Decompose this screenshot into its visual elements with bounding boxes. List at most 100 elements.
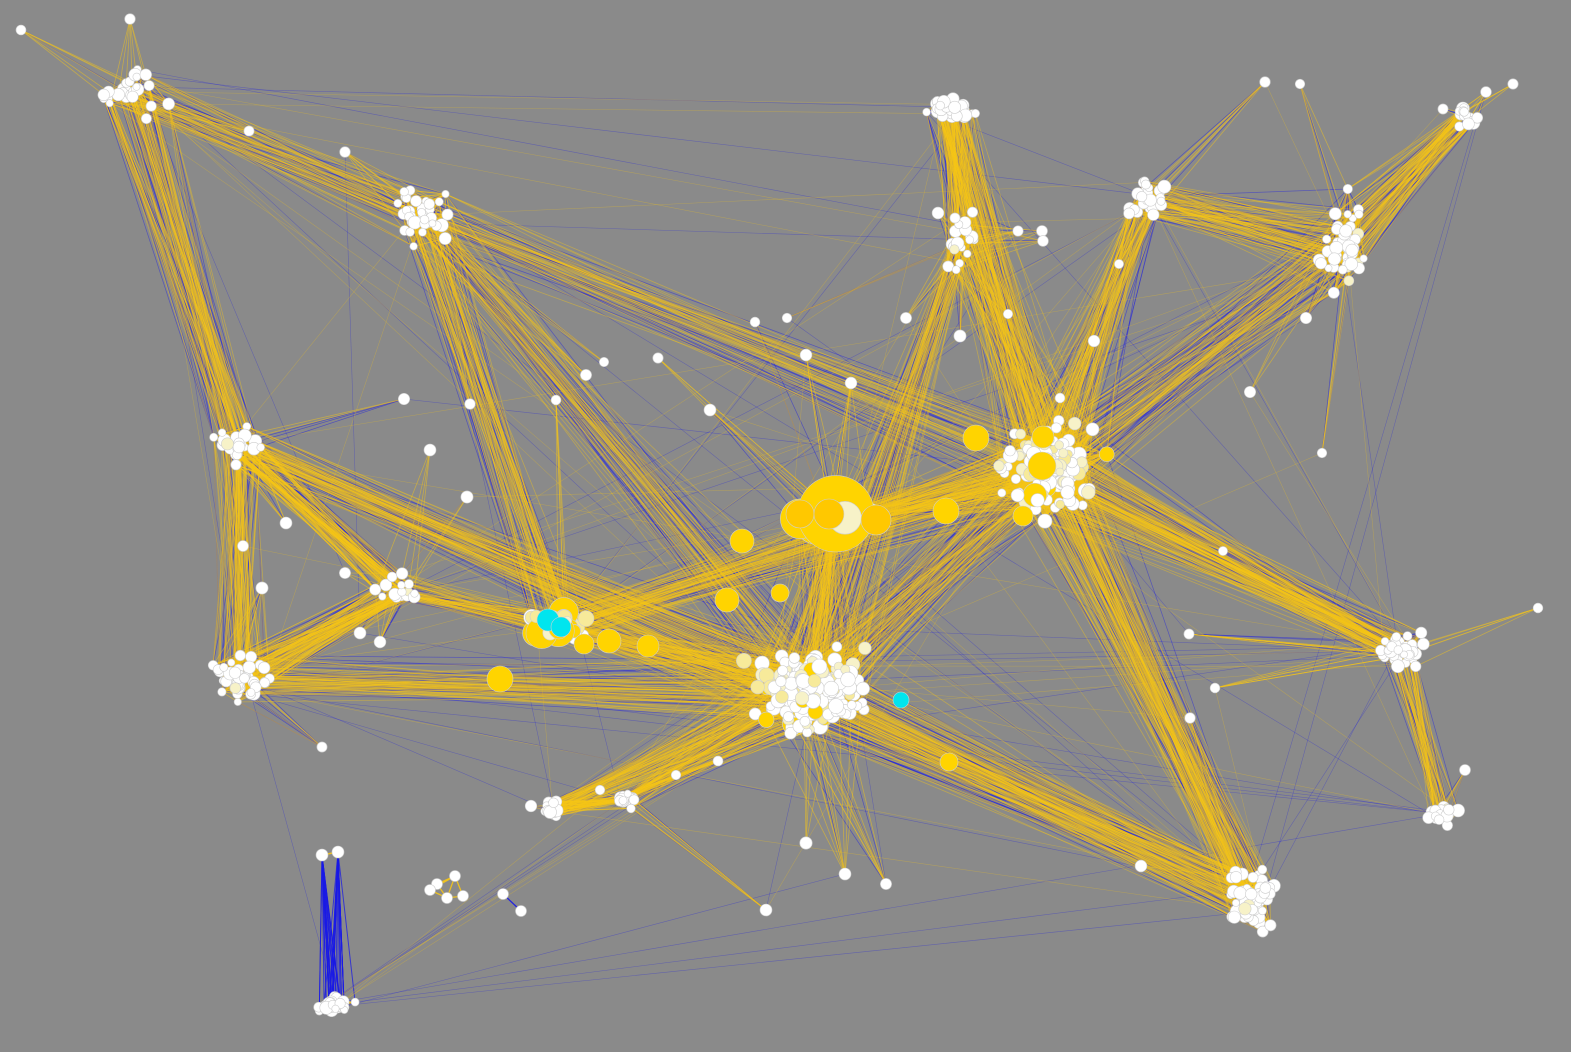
graph-node[interactable] (1055, 499, 1065, 510)
graph-node[interactable] (237, 540, 249, 552)
graph-node[interactable] (1443, 804, 1455, 816)
graph-node[interactable] (948, 100, 962, 114)
graph-node[interactable] (1114, 259, 1124, 269)
graph-node[interactable] (1402, 631, 1413, 641)
graph-node[interactable] (1462, 117, 1475, 131)
graph-node[interactable] (1099, 446, 1115, 462)
graph-node[interactable] (105, 99, 114, 108)
graph-node[interactable] (405, 227, 415, 237)
graph-node[interactable] (1327, 252, 1341, 266)
graph-node[interactable] (799, 348, 813, 362)
graph-node[interactable] (856, 681, 870, 696)
graph-node[interactable] (423, 198, 435, 210)
graph-node[interactable] (234, 649, 246, 662)
graph-node[interactable] (628, 794, 640, 806)
graph-node[interactable] (1532, 602, 1544, 614)
graph-node[interactable] (1259, 882, 1272, 894)
hub-node-gold[interactable] (1027, 451, 1057, 481)
graph-node[interactable] (1417, 637, 1430, 651)
graph-node[interactable] (1337, 264, 1348, 275)
graph-node[interactable] (1184, 712, 1196, 724)
graph-node[interactable] (900, 312, 912, 324)
graph-node[interactable] (1037, 513, 1053, 529)
graph-node[interactable] (935, 100, 945, 111)
graph-node[interactable] (794, 691, 809, 706)
graph-node[interactable] (221, 437, 234, 451)
graph-node[interactable] (373, 635, 387, 649)
graph-node[interactable] (844, 376, 858, 390)
graph-node[interactable] (397, 392, 410, 405)
graph-node[interactable] (777, 665, 788, 676)
graph-node[interactable] (246, 688, 256, 697)
graph-node[interactable] (245, 651, 257, 663)
graph-node[interactable] (1354, 209, 1364, 219)
graph-node[interactable] (393, 199, 403, 208)
hub-node-gold[interactable] (729, 528, 755, 554)
graph-node[interactable] (316, 741, 328, 753)
graph-node[interactable] (460, 490, 474, 504)
graph-node[interactable] (749, 316, 761, 328)
graph-node[interactable] (1183, 628, 1195, 640)
graph-node[interactable] (1343, 275, 1355, 287)
graph-node[interactable] (1068, 417, 1082, 431)
graph-node[interactable] (132, 72, 141, 81)
graph-node[interactable] (799, 836, 813, 850)
hub-node-gold[interactable] (714, 587, 740, 613)
graph-node[interactable] (1209, 682, 1221, 694)
graph-node[interactable] (256, 443, 265, 452)
graph-node[interactable] (162, 97, 175, 111)
hub-node-gold[interactable] (932, 497, 960, 525)
graph-node[interactable] (1393, 645, 1403, 655)
hub-node-gold[interactable] (636, 634, 660, 658)
graph-node[interactable] (339, 146, 351, 158)
graph-node[interactable] (239, 673, 250, 684)
graph-node[interactable] (464, 398, 476, 410)
graph-node[interactable] (847, 700, 857, 710)
graph-node[interactable] (1010, 473, 1021, 484)
graph-node[interactable] (838, 867, 852, 881)
highlighted-node-cyan[interactable] (550, 616, 572, 638)
graph-node[interactable] (434, 197, 444, 207)
graph-node[interactable] (1232, 899, 1240, 907)
hub-node-gold[interactable] (962, 424, 990, 452)
graph-node[interactable] (618, 796, 628, 805)
graph-node[interactable] (997, 488, 1007, 498)
graph-node[interactable] (441, 190, 450, 199)
graph-node[interactable] (1085, 422, 1100, 437)
graph-node[interactable] (1315, 257, 1328, 270)
graph-node[interactable] (227, 658, 236, 667)
graph-node[interactable] (1123, 207, 1135, 220)
graph-node[interactable] (457, 890, 469, 902)
graph-node[interactable] (331, 845, 345, 859)
graph-node[interactable] (1259, 76, 1271, 88)
hub-node-gold[interactable] (813, 498, 845, 530)
graph-node[interactable] (259, 677, 270, 688)
graph-node[interactable] (953, 329, 967, 343)
graph-node[interactable] (1459, 107, 1469, 117)
graph-node[interactable] (1156, 196, 1166, 206)
graph-node[interactable] (229, 682, 242, 694)
graph-node[interactable] (1437, 103, 1449, 115)
graph-node[interactable] (594, 784, 606, 796)
graph-node[interactable] (145, 100, 157, 112)
graph-node[interactable] (1238, 902, 1252, 916)
graph-node[interactable] (423, 443, 437, 457)
graph-node[interactable] (1300, 311, 1313, 324)
graph-node[interactable] (1380, 637, 1390, 646)
graph-node[interactable] (126, 90, 139, 103)
graph-node[interactable] (580, 369, 592, 381)
graph-node[interactable] (758, 711, 775, 728)
graph-node[interactable] (880, 878, 892, 890)
graph-node[interactable] (781, 312, 793, 324)
graph-node[interactable] (441, 208, 454, 221)
graph-node[interactable] (1030, 493, 1045, 508)
graph-node[interactable] (1002, 308, 1013, 319)
graph-node[interactable] (449, 870, 461, 882)
graph-node[interactable] (350, 997, 360, 1007)
graph-node[interactable] (1077, 500, 1088, 511)
graph-node[interactable] (97, 88, 110, 101)
graph-node[interactable] (410, 589, 419, 598)
graph-node[interactable] (1391, 659, 1405, 674)
graph-node[interactable] (966, 206, 978, 218)
